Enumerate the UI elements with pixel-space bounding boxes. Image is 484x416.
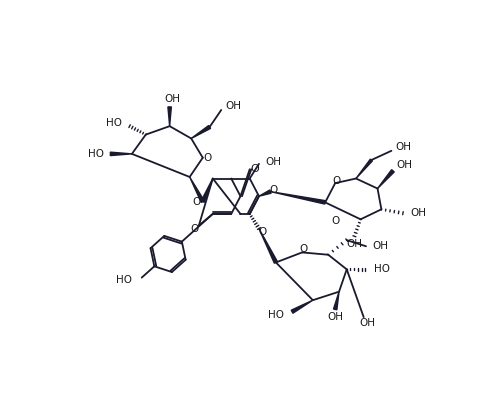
Polygon shape	[333, 292, 338, 310]
Text: HO: HO	[88, 149, 104, 159]
Text: HO: HO	[106, 118, 121, 128]
Text: OH: OH	[396, 160, 412, 170]
Text: OH: OH	[225, 101, 241, 111]
Text: HO: HO	[268, 310, 284, 320]
Text: OH: OH	[371, 241, 387, 251]
Text: OH: OH	[346, 239, 362, 249]
Text: O: O	[331, 216, 339, 226]
Text: O: O	[203, 153, 211, 163]
Text: O: O	[299, 244, 307, 254]
Text: OH: OH	[164, 94, 180, 104]
Text: O: O	[258, 227, 266, 237]
Polygon shape	[270, 192, 325, 204]
Text: OH: OH	[410, 208, 426, 218]
Polygon shape	[110, 152, 132, 156]
Polygon shape	[377, 170, 393, 188]
Text: O: O	[249, 163, 258, 173]
Polygon shape	[290, 300, 312, 313]
Text: HO: HO	[116, 275, 132, 285]
Text: O: O	[192, 197, 200, 208]
Text: OH: OH	[359, 318, 375, 328]
Polygon shape	[258, 190, 271, 196]
Polygon shape	[201, 178, 212, 202]
Polygon shape	[189, 177, 204, 203]
Polygon shape	[167, 107, 171, 126]
Text: OH: OH	[265, 157, 281, 167]
Text: O: O	[332, 176, 340, 186]
Polygon shape	[191, 126, 210, 139]
Polygon shape	[355, 159, 372, 178]
Text: O: O	[269, 185, 277, 195]
Text: OH: OH	[327, 312, 343, 322]
Text: O: O	[190, 223, 198, 233]
Text: OH: OH	[394, 142, 410, 152]
Polygon shape	[258, 228, 277, 263]
Text: HO: HO	[374, 265, 390, 275]
